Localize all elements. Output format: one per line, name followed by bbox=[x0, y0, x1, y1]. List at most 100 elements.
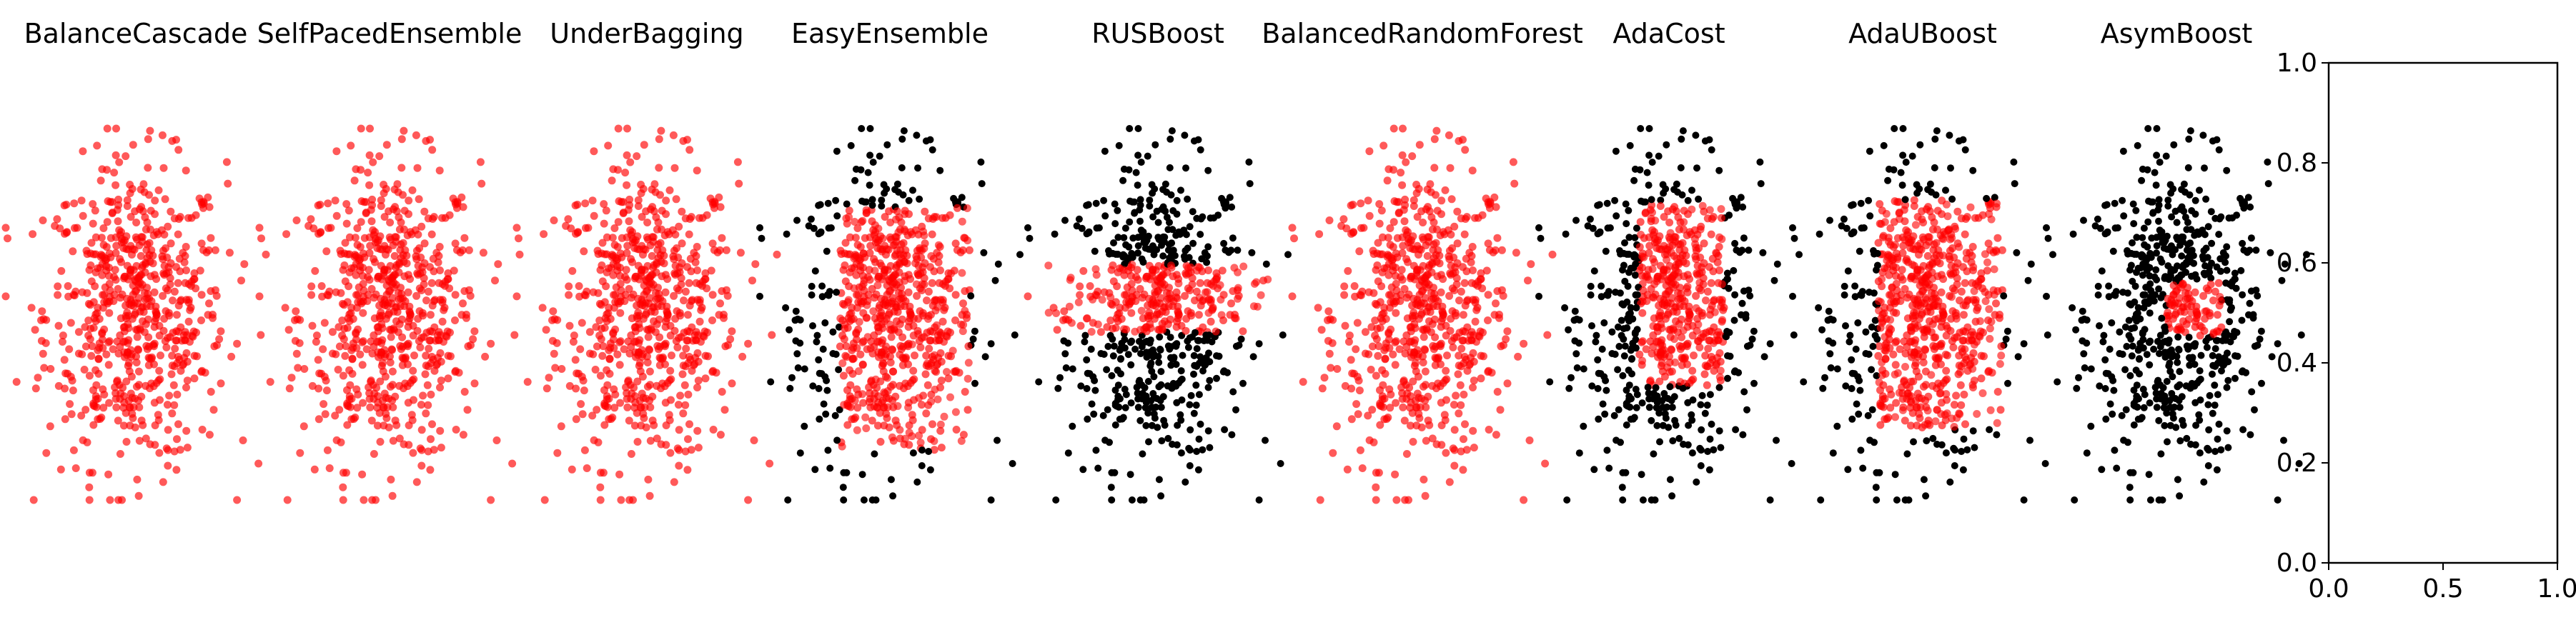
majority-point bbox=[1178, 375, 1186, 383]
minority-point bbox=[572, 229, 580, 238]
majority-point bbox=[1856, 386, 1864, 394]
minority-point bbox=[88, 342, 96, 351]
majority-point bbox=[1708, 420, 1715, 428]
minority-point bbox=[266, 378, 274, 386]
minority-point bbox=[625, 217, 633, 226]
minority-point bbox=[405, 210, 412, 219]
majority-point bbox=[1750, 379, 1758, 387]
minority-point bbox=[571, 356, 580, 364]
minority-point bbox=[356, 350, 365, 359]
scatter-layer bbox=[1, 124, 2310, 504]
majority-point bbox=[1166, 135, 1174, 143]
majority-point bbox=[1632, 336, 1640, 344]
majority-point bbox=[1650, 450, 1658, 458]
majority-point bbox=[1197, 420, 1204, 428]
minority-point bbox=[31, 326, 39, 334]
minority-point bbox=[146, 384, 154, 393]
minority-point bbox=[172, 263, 180, 271]
minority-point bbox=[893, 402, 902, 410]
minority-point bbox=[1693, 326, 1701, 335]
majority-point bbox=[1122, 391, 1130, 399]
minority-point bbox=[196, 266, 204, 275]
minority-point bbox=[1641, 209, 1650, 218]
minority-point bbox=[716, 203, 725, 211]
minority-point bbox=[1425, 207, 1434, 216]
minority-point bbox=[1371, 316, 1379, 325]
minority-point bbox=[646, 403, 655, 411]
majority-point bbox=[840, 496, 848, 504]
majority-point bbox=[1645, 395, 1653, 403]
majority-point bbox=[1193, 345, 1201, 353]
minority-point bbox=[184, 299, 193, 307]
majority-point bbox=[1656, 438, 1663, 446]
minority-point bbox=[356, 243, 365, 251]
minority-point bbox=[645, 396, 654, 405]
minority-point bbox=[678, 207, 686, 216]
minority-point bbox=[120, 348, 129, 356]
minority-point bbox=[340, 261, 349, 269]
minority-point bbox=[227, 352, 236, 361]
minority-point bbox=[367, 376, 375, 385]
minority-point bbox=[371, 228, 379, 236]
minority-point bbox=[1698, 263, 1706, 271]
minority-point bbox=[1384, 335, 1393, 344]
minority-point bbox=[1067, 319, 1076, 327]
minority-point bbox=[464, 342, 472, 351]
minority-point bbox=[1402, 158, 1410, 166]
majority-point bbox=[1092, 446, 1100, 454]
minority-point bbox=[957, 436, 966, 445]
minority-point bbox=[89, 399, 98, 408]
minority-point bbox=[859, 264, 867, 272]
majority-point bbox=[1600, 373, 1608, 381]
minority-point bbox=[638, 372, 647, 381]
minority-point bbox=[937, 444, 946, 452]
minority-point bbox=[435, 166, 444, 175]
minority-point bbox=[1127, 271, 1135, 280]
minority-point bbox=[54, 321, 63, 330]
minority-point bbox=[365, 181, 374, 189]
majority-point bbox=[1146, 362, 1154, 370]
minority-point bbox=[1316, 496, 1324, 504]
minority-point bbox=[666, 449, 675, 457]
minority-point bbox=[653, 434, 661, 443]
minority-point bbox=[893, 207, 901, 216]
minority-point bbox=[845, 206, 853, 215]
majority-point bbox=[758, 234, 766, 242]
majority-point bbox=[1234, 246, 1242, 254]
minority-point bbox=[324, 199, 332, 208]
minority-point bbox=[29, 230, 37, 239]
minority-point bbox=[284, 326, 293, 334]
minority-point bbox=[577, 400, 585, 409]
minority-point bbox=[1485, 204, 1494, 212]
minority-point bbox=[412, 131, 420, 139]
minority-point bbox=[1347, 229, 1355, 238]
majority-point bbox=[1124, 351, 1132, 359]
minority-point bbox=[1442, 375, 1451, 384]
minority-point bbox=[466, 291, 475, 300]
minority-point bbox=[1635, 350, 1644, 359]
minority-point bbox=[104, 338, 113, 346]
minority-point bbox=[460, 388, 469, 396]
minority-point bbox=[1239, 327, 1247, 336]
majority-point bbox=[1151, 141, 1159, 149]
minority-point bbox=[1437, 196, 1446, 205]
minority-point bbox=[627, 294, 635, 302]
majority-point bbox=[826, 464, 834, 472]
minority-point bbox=[291, 316, 299, 324]
majority-point bbox=[1220, 367, 1228, 375]
minority-point bbox=[1364, 411, 1372, 420]
minority-point bbox=[82, 246, 91, 255]
minority-point bbox=[683, 311, 692, 319]
minority-point bbox=[647, 307, 655, 316]
minority-point bbox=[1502, 335, 1510, 344]
minority-point bbox=[1651, 216, 1660, 225]
minority-point bbox=[1408, 152, 1417, 161]
minority-point bbox=[105, 264, 113, 272]
minority-point bbox=[1654, 236, 1663, 244]
majority-point bbox=[1110, 239, 1117, 246]
minority-point bbox=[1387, 390, 1395, 399]
minority-point bbox=[1264, 275, 1272, 284]
minority-point bbox=[343, 386, 351, 394]
minority-point bbox=[120, 327, 129, 336]
minority-point bbox=[1657, 361, 1665, 370]
